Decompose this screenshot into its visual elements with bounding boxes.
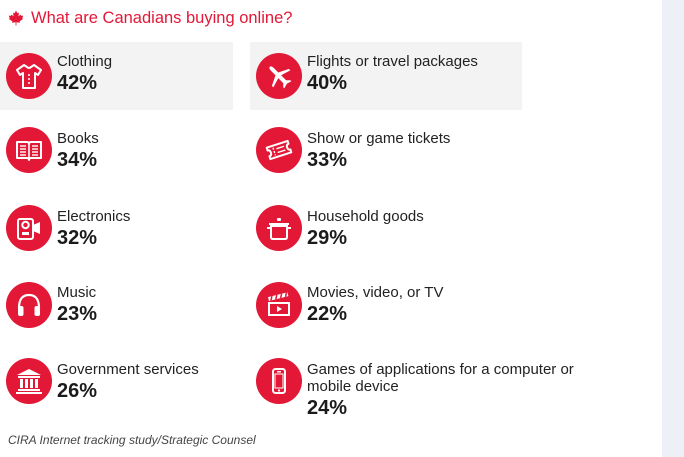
stat-card-electronics: Electronics 32%	[0, 198, 233, 266]
airplane-icon	[269, 66, 292, 89]
government-building-icon	[16, 369, 42, 394]
stat-value: 29%	[307, 227, 348, 249]
ticket-icon	[265, 139, 293, 161]
stat-card-books: Books 34%	[0, 120, 233, 188]
stat-label: Books	[57, 130, 99, 147]
stat-value: 32%	[57, 227, 98, 249]
stat-card-government: Government services 26%	[0, 350, 233, 418]
clapperboard-icon	[268, 292, 290, 316]
source-note: CIRA Internet tracking study/Strategic C…	[8, 433, 256, 447]
pot-icon	[267, 218, 291, 240]
stat-value: 34%	[57, 149, 98, 171]
stat-value: 42%	[57, 72, 98, 94]
headphones-icon	[17, 293, 41, 316]
stat-label: Flights or travel packages	[307, 53, 478, 70]
side-panel	[662, 0, 684, 457]
stat-card-clothing: Clothing 42%	[0, 42, 233, 110]
stat-label: Games of applications for a computer or …	[307, 361, 574, 395]
stat-label: Household goods	[307, 208, 424, 225]
stat-label: Government services	[57, 361, 199, 378]
stat-card-household: Household goods 29%	[250, 198, 522, 266]
header: What are Canadians buying online?	[8, 6, 292, 30]
stat-card-music: Music 23%	[0, 274, 233, 342]
stat-card-flights: Flights or travel packages 40%	[250, 42, 522, 110]
stat-card-movies: Movies, video, or TV 22%	[250, 274, 522, 342]
stat-label: Show or game tickets	[307, 130, 451, 147]
stat-value: 33%	[307, 149, 348, 171]
book-icon	[16, 141, 42, 161]
shirt-icon	[16, 64, 42, 89]
camcorder-icon	[17, 218, 40, 240]
stat-label: Movies, video, or TV	[307, 284, 444, 301]
stat-value: 26%	[57, 380, 98, 402]
stat-value: 22%	[307, 303, 348, 325]
page-title: What are Canadians buying online?	[31, 8, 293, 27]
stat-card-tickets: Show or game tickets 33%	[250, 120, 522, 188]
stat-label: Electronics	[57, 208, 131, 225]
stat-label: Music	[57, 284, 97, 301]
stat-value: 23%	[57, 303, 98, 325]
maple-leaf-icon	[8, 10, 24, 26]
stat-value: 40%	[307, 72, 348, 94]
stat-value: 24%	[307, 397, 348, 419]
stat-card-games: Games of applications for a computer or …	[250, 350, 610, 426]
stat-label: Clothing	[57, 53, 113, 70]
smartphone-icon	[272, 368, 286, 394]
